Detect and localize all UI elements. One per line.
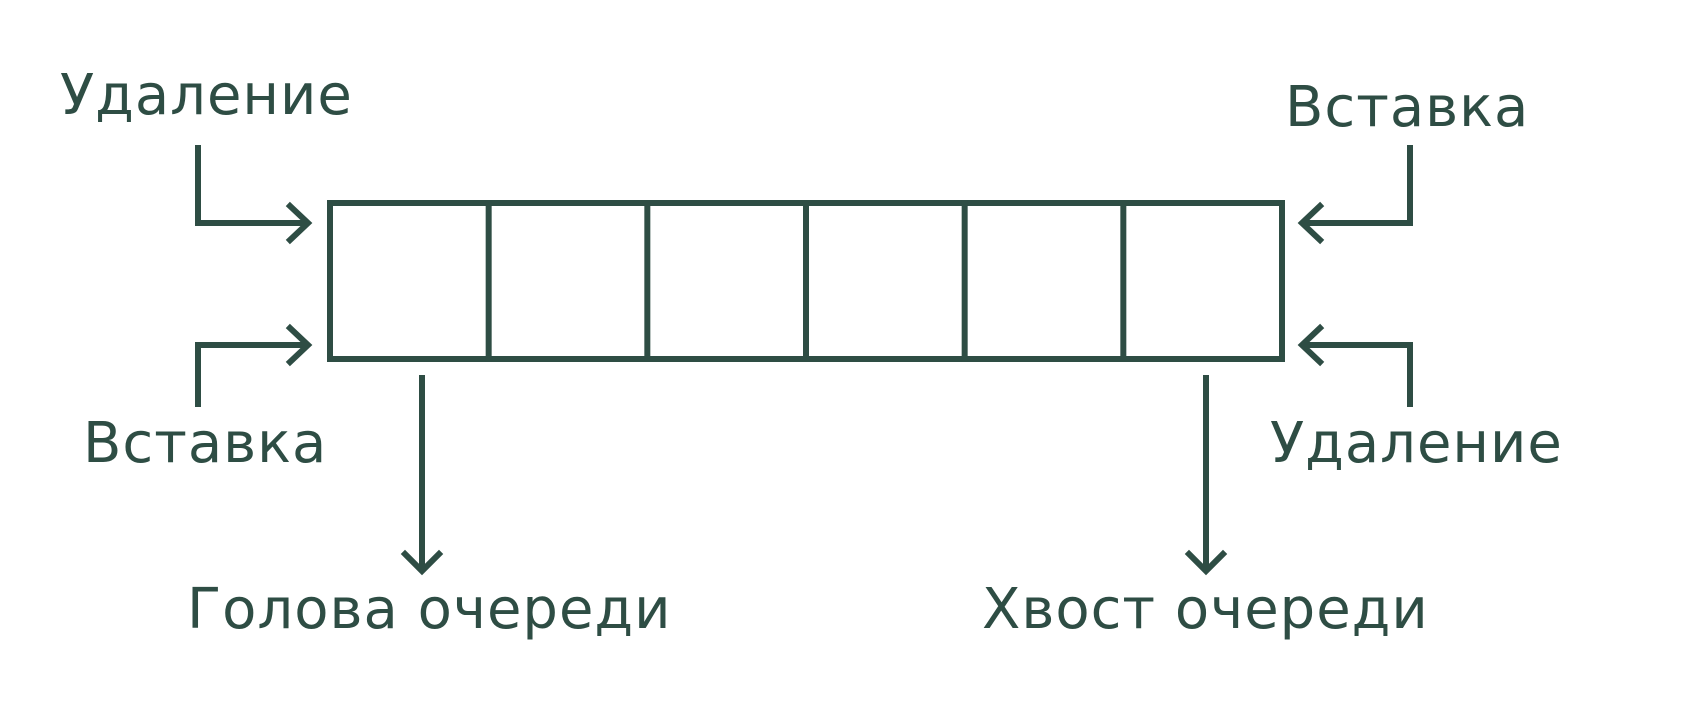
tail-label: Хвост очереди — [982, 577, 1429, 642]
tail-pointer-arrow — [1184, 375, 1228, 576]
front-remove-arrow — [195, 145, 313, 245]
back-remove-arrow — [1297, 323, 1413, 407]
back-insert-arrow — [1297, 145, 1413, 245]
head-pointer-arrow — [400, 375, 444, 576]
back-remove-label: Удаление — [1270, 411, 1563, 476]
front-remove-label: Удаление — [60, 63, 353, 128]
back-insert-label: Вставка — [1285, 75, 1530, 140]
queue-cells — [485, 200, 1127, 362]
front-insert-label: Вставка — [83, 411, 328, 476]
head-label: Голова очереди — [187, 577, 672, 642]
front-insert-arrow — [195, 323, 313, 407]
